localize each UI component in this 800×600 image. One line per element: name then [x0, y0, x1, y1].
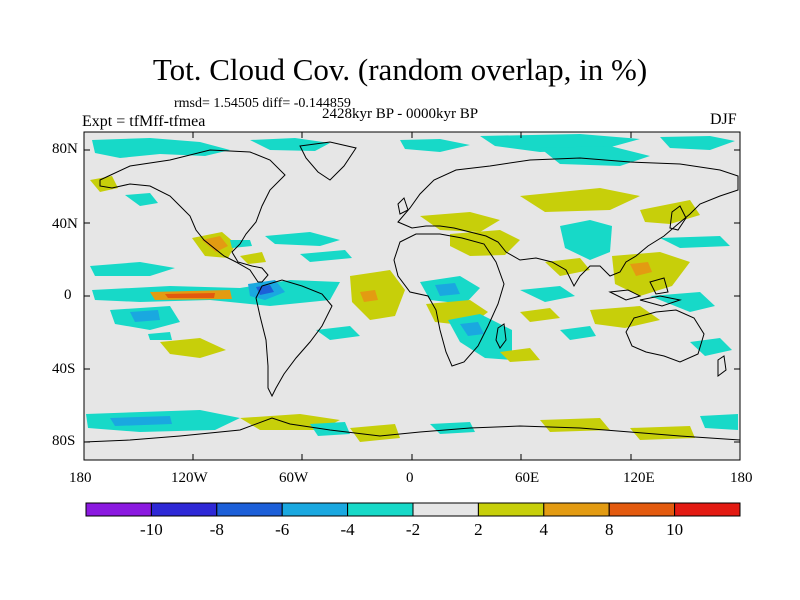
coast-uk — [397, 197, 409, 215]
experiment-label: Expt = tfMff-tfmea — [82, 113, 206, 130]
coast-africa — [393, 233, 505, 367]
lon-tick-60e: 60E — [515, 470, 540, 486]
sindian-cyan-patch — [560, 326, 596, 340]
pacific-red-core — [165, 293, 215, 298]
colorbar-boxes — [85, 502, 741, 517]
africa-blue-core — [435, 283, 460, 296]
so-cyan-patch-center — [310, 422, 350, 436]
colorbar-label: -4 — [340, 520, 355, 539]
coast-new-zealand — [717, 355, 727, 377]
lat-tick-80s: 80S — [52, 433, 76, 449]
period-label: 2428kyr BP - 0000kyr BP — [322, 106, 479, 122]
atlantic-orange-core — [360, 290, 378, 302]
spacific-blue-core — [130, 310, 160, 322]
eafrica-blue-core — [460, 322, 484, 336]
colorbar-box — [85, 502, 152, 517]
indian-cyan-patch — [520, 286, 575, 302]
coast-madagascar — [495, 323, 507, 349]
arctic-cyan-patch-2 — [250, 138, 330, 151]
colorbar-box — [412, 502, 479, 517]
colorbar-box — [150, 502, 218, 517]
so-yellow-patch-4 — [630, 426, 695, 440]
colorbar-label: -10 — [140, 520, 163, 539]
so-blue-core — [110, 416, 172, 426]
samerica-dark-blue-core — [256, 285, 274, 295]
colorbar-label: 10 — [666, 520, 684, 539]
colorbar-box — [608, 502, 676, 517]
coast-europe-asia — [397, 157, 739, 288]
colorbar-box — [347, 502, 414, 517]
arctic-cyan-patch-3 — [400, 139, 470, 152]
colorbar-label: 2 — [474, 520, 483, 539]
arctic-cyan-patch-5 — [660, 136, 735, 150]
lon-tick-0: 0 — [406, 470, 414, 486]
map-title: Tot. Cloud Cov. (random overlap, in %) — [152, 52, 648, 87]
na-cyan-patch — [125, 193, 158, 206]
coast-indonesia — [608, 277, 682, 307]
colorbar-box — [543, 502, 610, 517]
lat-tick-40s: 40S — [52, 361, 76, 377]
coast-japan — [669, 205, 687, 231]
colorbar-label: 4 — [539, 520, 549, 539]
map-ticks — [84, 132, 740, 460]
indian-yellow-patch — [545, 258, 590, 276]
maritime-yellow-patch — [590, 306, 660, 328]
so-cyan-patch-east — [430, 422, 475, 434]
gulf-cyan-patch — [230, 240, 252, 248]
warm-pool-orange-core — [630, 262, 652, 276]
colorbar-label: -6 — [275, 520, 290, 539]
so-yellow-patch-2 — [350, 424, 400, 442]
europe-yellow-patch — [420, 212, 500, 232]
sindian-yellow-patch-2 — [500, 348, 540, 362]
colorbar-label: 8 — [604, 520, 614, 539]
usa-orange-core — [202, 236, 228, 252]
asia-yellow-patch — [520, 188, 640, 212]
colorbar-label: -2 — [405, 520, 421, 539]
lon-tick-120w: 120W — [171, 470, 208, 486]
coast-south-america — [255, 279, 333, 398]
mexico-yellow-patch — [240, 252, 266, 264]
arabia-yellow-patch — [450, 230, 520, 256]
lon-tick-120e: 120E — [623, 470, 655, 486]
colorbar-box — [674, 502, 741, 517]
lon-tick-60w: 60W — [279, 470, 309, 486]
colorbar-box — [281, 502, 349, 517]
coast-antarctica — [84, 417, 740, 443]
arctic-cyan-patch-1 — [92, 138, 230, 158]
so-cyan-patch-far-east — [700, 414, 738, 430]
stats-label: rmsd= 1.54505 diff= -0.144859 — [174, 96, 351, 111]
season-label: DJF — [710, 111, 737, 128]
npacific-cyan-patch — [660, 236, 730, 248]
satlantic-cyan-patch — [316, 326, 360, 340]
epacific-cyan-band — [90, 262, 175, 276]
coast-greenland — [299, 141, 357, 181]
atlantic-cyan-patch — [265, 232, 340, 246]
spacific-yellow-patch — [160, 338, 226, 358]
colorbar-box — [477, 502, 545, 517]
lon-tick-180w: 180 — [69, 470, 92, 486]
coastlines — [84, 141, 740, 443]
sw-pacific-cyan-patch — [148, 332, 172, 340]
sindian-yellow-patch — [520, 308, 560, 322]
colorbar-label: -8 — [209, 520, 224, 539]
asia-cyan-patch — [560, 220, 612, 260]
coast-north-america — [99, 149, 286, 283]
lat-tick-0: 0 — [64, 287, 72, 303]
atlantic-cyan-patch-2 — [300, 250, 352, 262]
lat-tick-80n: 80N — [52, 141, 78, 157]
lat-tick-40n: 40N — [52, 216, 78, 232]
aus-cyan-patch — [690, 338, 732, 356]
colorbar-box — [216, 502, 283, 517]
warm-pool-yellow-patch — [612, 252, 690, 296]
lon-tick-180e: 180 — [730, 470, 753, 486]
atlantic-yellow-patch — [350, 270, 405, 320]
coast-australia — [625, 309, 705, 363]
